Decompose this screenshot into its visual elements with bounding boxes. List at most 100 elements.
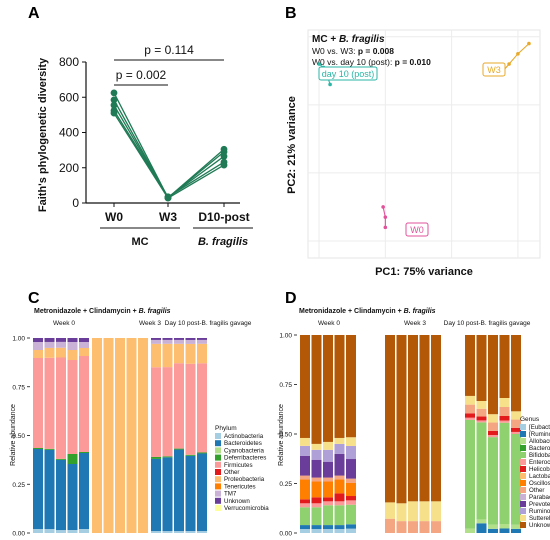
c-bar-segment xyxy=(185,454,196,456)
c-bar-segment xyxy=(138,338,148,533)
d-bar-segment xyxy=(499,407,510,416)
c-bar-segment xyxy=(92,338,102,533)
panel-b-xlabel: PC1: 75% variance xyxy=(375,266,473,278)
label-day10: day 10 (post) xyxy=(322,69,375,79)
d-bar-segment xyxy=(465,395,475,405)
panel-a-letter: A xyxy=(28,5,40,22)
d-bar-segment xyxy=(311,507,322,526)
c-bar-segment xyxy=(33,529,43,533)
d-bar-segment xyxy=(465,413,475,418)
d-bar-segment xyxy=(476,401,487,409)
d-bar-segment xyxy=(511,431,521,434)
panel-d-group-1: Week 3 xyxy=(404,320,426,327)
d-bar-segment xyxy=(465,419,475,529)
panel-a-point xyxy=(110,89,118,97)
d-bar-segment xyxy=(334,443,345,454)
c-bar-segment xyxy=(151,339,161,344)
c-bar-segment xyxy=(197,338,207,340)
c-bar-segment xyxy=(67,338,78,342)
d-bar-segment xyxy=(408,521,418,533)
d-bar-segment xyxy=(346,524,356,529)
c-bar-segment xyxy=(79,342,89,348)
c-bar-segment xyxy=(197,452,207,454)
d-bar-segment xyxy=(323,441,333,450)
d-bar-segment xyxy=(334,437,345,444)
panel-b-point xyxy=(383,215,388,219)
d-bar-segment xyxy=(499,416,510,421)
c-bar-segment xyxy=(185,531,196,533)
panel-a-xtick-label: D10-post xyxy=(198,210,249,224)
c-bar-segment xyxy=(33,350,43,358)
d-bar-segment xyxy=(346,437,356,446)
c-bar-segment xyxy=(162,338,173,340)
panel-c-title: Metronidazole + Clindamycin + B. fragili… xyxy=(34,308,171,315)
panel-a-point xyxy=(110,101,118,109)
d-ytick-label: 0.25 xyxy=(279,481,292,488)
c-legend-swatch xyxy=(215,505,221,511)
c-bar-segment xyxy=(151,458,161,532)
d-bar-segment xyxy=(419,501,430,522)
panel-b-point xyxy=(381,205,385,209)
c-bar-segment xyxy=(56,458,66,460)
d-bar-segment xyxy=(311,477,322,482)
panel-d: D Metronidazole + Clindamycin + B. fragi… xyxy=(275,285,550,540)
c-bar-segment xyxy=(44,341,55,348)
c-bar-segment xyxy=(56,341,66,348)
panel-a-ytick-label: 800 xyxy=(59,55,79,69)
panel-c-ylabel: Relative abundance xyxy=(10,404,17,466)
c-ytick-label: 1.00 xyxy=(12,336,25,343)
c-bar-segment xyxy=(67,360,78,454)
c-bar-segment xyxy=(197,363,207,453)
c-bar-segment xyxy=(44,347,55,358)
d-legend-swatch xyxy=(520,431,526,437)
c-legend-swatch xyxy=(215,490,221,497)
c-legend-swatch xyxy=(215,447,221,454)
panel-d-letter: D xyxy=(285,290,297,307)
d-bar-segment xyxy=(511,427,521,432)
panel-c-group-2: Day 10 post-B. fragilis gavage xyxy=(165,320,252,327)
c-bar-segment xyxy=(79,348,89,356)
c-bar-segment xyxy=(56,459,66,531)
d-bar-segment xyxy=(334,501,345,506)
panel-b-legend-line2: W0 vs. day 10 (post): p = 0.010 xyxy=(312,57,431,67)
d-bar-segment xyxy=(300,529,310,533)
panel-c: C Metronidazole + Clindamycin + B. fragi… xyxy=(0,285,275,540)
panel-a-series-line xyxy=(113,104,225,199)
d-bar-segment xyxy=(346,500,356,505)
c-legend-label: Firmicutes xyxy=(224,462,253,469)
d-bar-segment xyxy=(488,437,498,525)
panel-d-legend-title: Genus xyxy=(520,416,540,423)
d-bar-segment xyxy=(311,497,322,504)
d-bar-segment xyxy=(323,335,333,442)
d-bar-segment xyxy=(323,525,333,530)
d-bar-segment xyxy=(334,493,345,502)
d-bar-segment xyxy=(431,521,441,533)
d-bar-segment xyxy=(511,411,521,420)
d-bar-segment xyxy=(419,521,430,533)
d-bar-segment xyxy=(311,449,322,460)
d-legend-swatch xyxy=(520,515,526,521)
panel-b-point xyxy=(527,41,531,46)
c-bar-segment xyxy=(174,338,184,340)
panel-a: A Faith's phylogenetic diversity 0 200 400… xyxy=(0,0,270,265)
group-label-mc: MC xyxy=(131,236,148,248)
d-bar-segment xyxy=(499,528,510,533)
c-bar-segment xyxy=(67,530,78,533)
d-bar-segment xyxy=(323,497,333,502)
group-label-bfragilis: B. fragilis xyxy=(198,236,248,248)
d-bar-segment xyxy=(476,420,487,423)
d-legend-label: Enterococcus xyxy=(529,459,550,466)
c-legend-label: TM7 xyxy=(224,491,237,498)
d-legend-label: Prevotella xyxy=(529,501,550,508)
c-bar-segment xyxy=(56,357,66,459)
c-bar-segment xyxy=(79,529,89,533)
d-bar-segment xyxy=(300,525,310,530)
c-bar-segment xyxy=(197,453,207,532)
c-ytick-label: 0.25 xyxy=(12,482,25,489)
c-bar-segment xyxy=(174,343,184,364)
d-legend-swatch xyxy=(520,480,526,486)
d-bar-segment xyxy=(396,335,407,504)
panel-d-group-0: Week 0 xyxy=(318,320,340,327)
c-bar-segment xyxy=(79,356,89,452)
panel-a-ytick-label: 0 xyxy=(72,196,79,210)
